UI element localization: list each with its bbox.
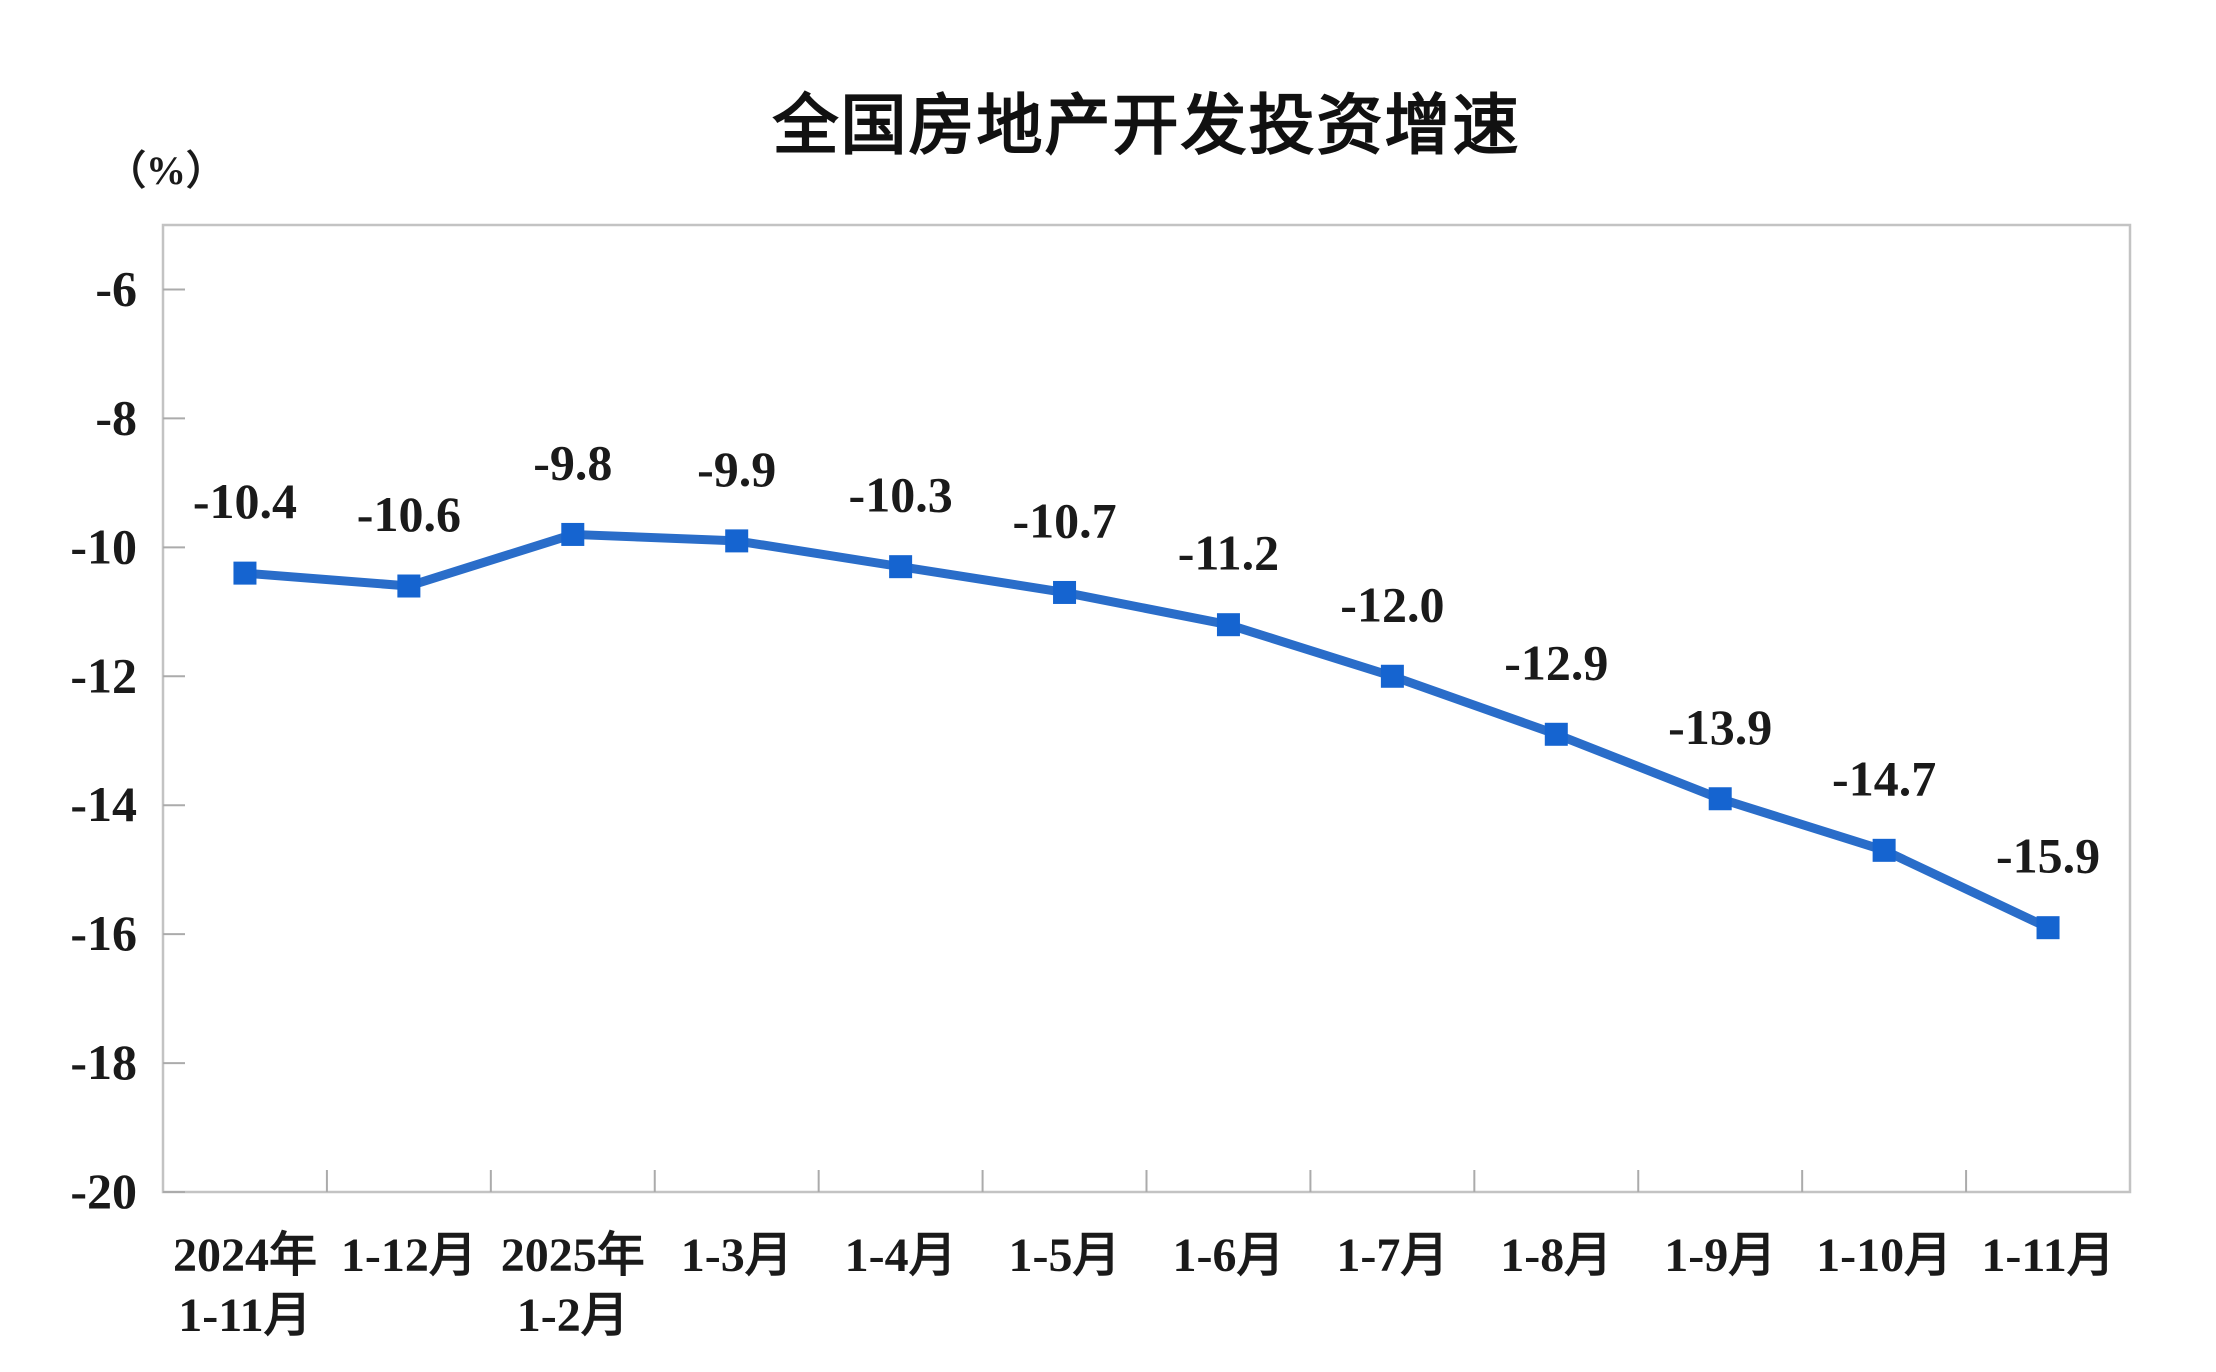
data-point-marker <box>1053 580 1077 604</box>
x-axis-label: 1-7月 <box>1336 1229 1448 1282</box>
y-axis-unit-label: （%） <box>106 148 226 193</box>
data-point-label: -10.7 <box>1012 492 1116 548</box>
data-point-label: -10.4 <box>193 473 297 529</box>
x-axis-label: 2025年 <box>501 1229 645 1282</box>
x-axis-label: 1-9月 <box>1664 1229 1776 1282</box>
x-axis-label: 1-11月 <box>1981 1229 2114 1282</box>
data-point-marker <box>2036 916 2060 940</box>
data-point-label: -13.9 <box>1668 699 1772 755</box>
plot-frame <box>161 223 2132 1194</box>
data-point-marker <box>561 522 585 546</box>
data-point-marker <box>889 555 913 579</box>
data-point-label: -14.7 <box>1832 750 1936 806</box>
x-axis-label: 2024年 <box>173 1229 317 1282</box>
y-axis-tick-label: -18 <box>70 1034 137 1090</box>
y-axis-tick-label: -16 <box>70 905 137 961</box>
x-axis-label: 1-11月 <box>178 1289 311 1342</box>
data-point-marker <box>725 529 749 553</box>
data-point-marker <box>1380 664 1404 688</box>
x-axis-label: 1-12月 <box>341 1229 477 1282</box>
y-axis-tick-label: -12 <box>70 647 137 703</box>
data-point-marker <box>1544 722 1568 746</box>
data-point-marker <box>1216 613 1240 637</box>
y-axis-tick-label: -6 <box>95 260 137 316</box>
y-axis-tick-label: -8 <box>95 389 137 445</box>
data-point-label: -12.9 <box>1504 634 1608 690</box>
data-point-marker <box>397 574 421 598</box>
x-axis-label: 1-8月 <box>1500 1229 1612 1282</box>
data-point-marker <box>1708 787 1732 811</box>
x-axis-label: 1-2月 <box>517 1289 629 1342</box>
data-point-label: -9.9 <box>697 441 776 497</box>
data-line <box>240 529 2053 933</box>
data-point-label: -9.8 <box>533 434 612 490</box>
data-point-label: -11.2 <box>1178 525 1279 581</box>
data-point-label: -10.6 <box>357 486 461 542</box>
data-point-marker <box>233 561 257 585</box>
y-axis-tick-label: -10 <box>70 518 137 574</box>
data-point-marker <box>1872 838 1896 862</box>
data-point-label: -10.3 <box>849 467 953 523</box>
y-axis-tick-label: -20 <box>70 1163 137 1219</box>
x-axis-label: 1-3月 <box>681 1229 793 1282</box>
data-point-label: -12.0 <box>1340 576 1444 632</box>
x-axis-label: 1-10月 <box>1816 1229 1952 1282</box>
y-axis-tick-label: -14 <box>70 776 137 832</box>
x-axis-label: 1-5月 <box>1009 1229 1121 1282</box>
x-axis-label: 1-4月 <box>845 1229 957 1282</box>
data-point-label: -15.9 <box>1996 828 2100 884</box>
chart-title: 全国房地产开发投资增速 <box>772 88 1521 162</box>
x-axis-label: 1-6月 <box>1172 1229 1284 1282</box>
